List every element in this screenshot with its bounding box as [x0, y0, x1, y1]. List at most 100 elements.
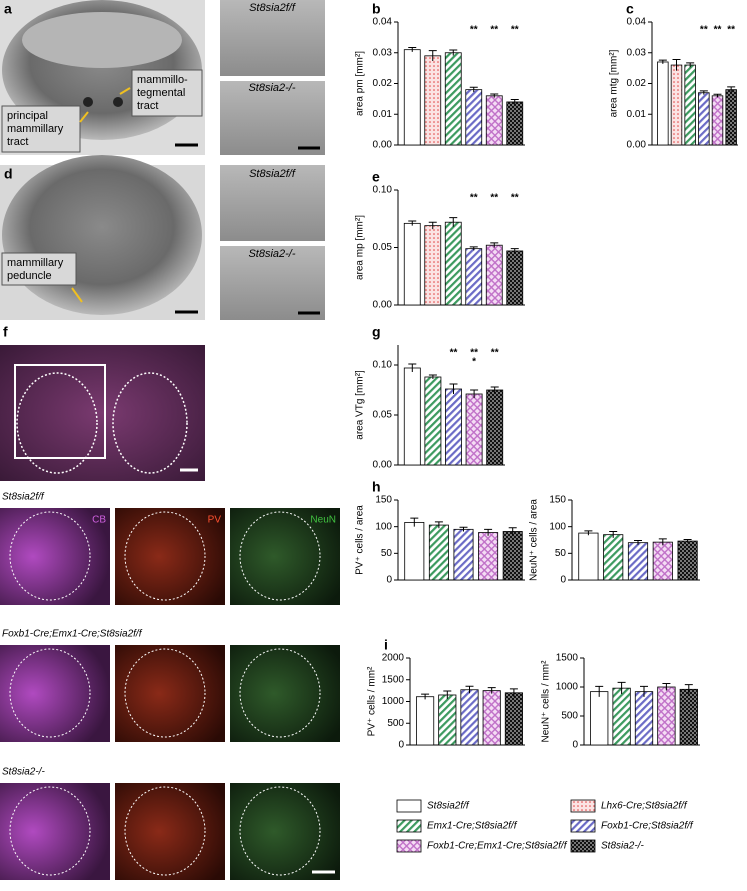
fluorescence-image — [0, 508, 110, 605]
row-label: Foxb1-Cre;Emx1-Cre;St8sia2f/f — [2, 629, 143, 640]
y-tick-label: 0.00 — [373, 140, 393, 151]
significance: ** — [511, 25, 519, 36]
y-tick-label: 0 — [386, 575, 392, 586]
error-bar — [490, 93, 499, 98]
y-tick-label: 0.04 — [373, 17, 393, 28]
error-bar — [408, 220, 417, 226]
callout: tract — [137, 100, 158, 112]
callout: mammillo- — [137, 74, 188, 86]
y-axis-label: NeuN⁺ cells / mm² — [541, 660, 552, 743]
panel-label: h — [372, 479, 381, 495]
significance: ** — [490, 25, 498, 36]
row-label: St8sia2f/f — [2, 492, 45, 503]
zoom-image — [220, 165, 325, 241]
bar — [403, 49, 421, 146]
error-bar — [584, 530, 593, 536]
fluorescence-image — [230, 508, 340, 605]
y-tick-label: 0.03 — [373, 47, 393, 58]
y-tick-label: 0.05 — [373, 410, 393, 421]
bar — [404, 522, 425, 581]
bar — [679, 688, 698, 746]
panel-label: d — [4, 166, 13, 182]
bar — [486, 389, 504, 466]
y-tick-label: 100 — [549, 521, 566, 532]
region-outline — [9, 648, 91, 738]
zoom-image — [220, 81, 325, 155]
y-axis-label: area pm [mm²] — [355, 51, 366, 116]
nucleus — [113, 97, 123, 107]
y-tick-label: 0.10 — [373, 360, 393, 371]
y-tick-label: 0.03 — [627, 47, 647, 58]
bar — [670, 64, 683, 146]
bar — [657, 686, 676, 746]
region-outline — [124, 786, 206, 876]
panel-label: i — [384, 637, 388, 653]
error-bar — [699, 90, 708, 95]
bar — [424, 376, 442, 466]
error-bar — [683, 538, 692, 543]
significance: ** — [470, 193, 478, 204]
error-bar — [465, 685, 474, 694]
arrow — [119, 87, 131, 95]
error-bar — [469, 246, 478, 251]
bar — [657, 61, 669, 146]
error-bar — [449, 217, 458, 227]
fluorescence-image — [0, 645, 110, 742]
significance: ** — [470, 25, 478, 36]
image-label: St8sia2-/- — [248, 82, 295, 94]
y-tick-label: 2000 — [382, 653, 405, 664]
channel-label: PV — [208, 515, 222, 526]
fluorescence-image — [230, 783, 340, 880]
channel-label: CB — [92, 515, 106, 526]
y-tick-label: 0 — [560, 575, 566, 586]
callout: principal — [7, 110, 48, 122]
y-axis-label: PV⁺ cells / mm² — [367, 666, 378, 736]
error-bar — [640, 685, 648, 697]
error-bar — [484, 528, 493, 536]
panel-label: e — [372, 169, 380, 185]
legend-label: Foxb1-Cre;St8sia2f/f — [601, 821, 694, 832]
panel-label: c — [626, 1, 634, 17]
bar — [504, 692, 523, 746]
bar — [502, 531, 523, 581]
region-outline — [239, 511, 321, 601]
region-outline — [112, 372, 188, 474]
panel-d: d mammillary peduncle St8sia2f/f St8sia2… — [0, 155, 325, 320]
y-tick-label: 0.01 — [373, 109, 393, 120]
bar — [424, 55, 442, 146]
significance: ** — [450, 348, 458, 359]
zoom-box — [14, 364, 106, 459]
bar — [428, 524, 449, 581]
error-bar — [428, 374, 437, 379]
y-tick-label: 1500 — [382, 674, 405, 685]
bar — [485, 244, 503, 306]
bar — [652, 541, 673, 581]
error-bar — [449, 49, 458, 56]
error-bar — [686, 62, 695, 68]
bar — [460, 689, 479, 746]
legend-label: St8sia2-/- — [601, 841, 644, 852]
legend-label: Foxb1-Cre;Emx1-Cre;St8sia2f/f — [427, 841, 568, 852]
y-axis-label: area mtg [mm²] — [609, 49, 620, 117]
callout: tegmental — [137, 87, 185, 99]
bar — [684, 64, 696, 146]
bar — [627, 542, 649, 581]
fluorescence-image — [115, 645, 225, 742]
error-bar — [459, 526, 468, 532]
y-axis-label: PV⁺ cells / area — [355, 505, 366, 575]
legend-label: St8sia2f/f — [427, 801, 470, 812]
error-bar — [617, 681, 626, 694]
region-outline — [239, 648, 321, 738]
bar — [485, 95, 503, 146]
error-bar — [595, 685, 604, 697]
bar — [711, 95, 724, 146]
legend-swatch — [396, 819, 422, 833]
bar — [478, 532, 499, 581]
error-bar — [662, 683, 671, 691]
y-tick-label: 1000 — [382, 696, 405, 707]
error-bar — [658, 59, 667, 64]
error-bar — [508, 527, 517, 536]
bar — [403, 222, 421, 306]
callout: peduncle — [7, 270, 52, 282]
